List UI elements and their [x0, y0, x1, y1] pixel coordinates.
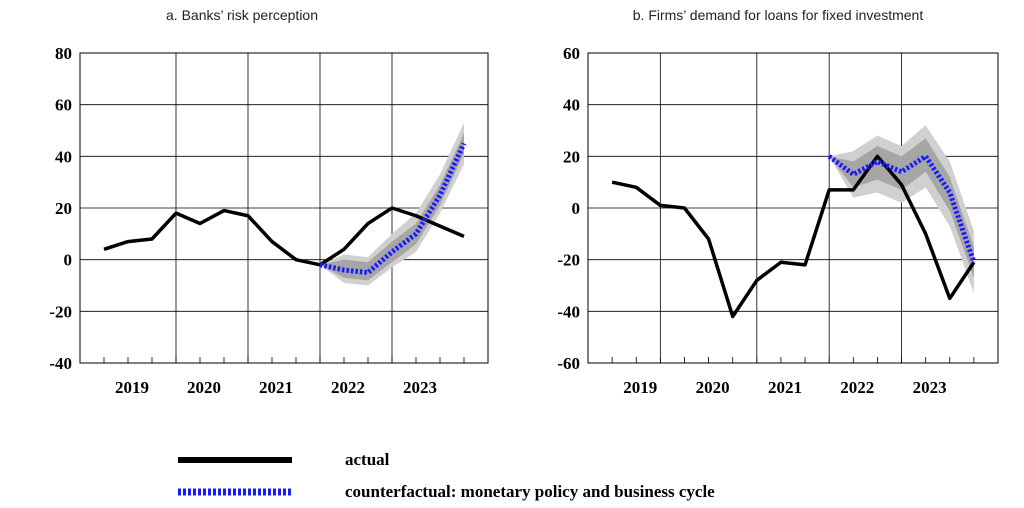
panel-b-ytick-label: -40: [557, 302, 580, 321]
panel-b-ytick-label: 40: [563, 96, 580, 115]
panel-a-ytick-label: 40: [55, 147, 72, 166]
panel-b-ytick-label: 20: [563, 147, 580, 166]
panel-b-xtick-label: 2023: [913, 378, 947, 397]
panel-b-title: b. Firms’ demand for loans for fixed inv…: [633, 7, 924, 23]
panel-a-ytick-label: -40: [49, 354, 72, 373]
panel-b-actual-line: [611, 154, 976, 319]
panel-a-chart: a. Banks’ risk perception -40 -20 0 20 40 60 8…: [49, 7, 489, 397]
panel-b-chart: b. Firms’ demand for loans for fixed inv…: [557, 7, 999, 397]
panel-a-xtick-label: 2023: [403, 378, 437, 397]
panel-a-counterfactual-line: [319, 142, 467, 276]
panel-b-ytick-label: -20: [557, 251, 580, 270]
panel-a-ytick-label: 60: [55, 96, 72, 115]
legend-actual-label: actual: [345, 450, 390, 469]
panel-a-xtick-label: 2021: [259, 378, 293, 397]
panel-a-xtick-label: 2022: [331, 378, 365, 397]
panel-a-ytick-label: 0: [64, 251, 73, 270]
panel-a-xtick-label: 2020: [187, 378, 221, 397]
panel-a-ytick-label: -20: [49, 302, 72, 321]
panel-b-xtick-label: 2021: [768, 378, 802, 397]
panel-a-ytick-label: 20: [55, 199, 72, 218]
panel-a-title: a. Banks’ risk perception: [166, 7, 318, 23]
panel-b-ytick-label: 0: [572, 199, 581, 218]
panel-a-xtick-label: 2019: [115, 378, 149, 397]
panel-a-ytick-label: 80: [55, 44, 72, 63]
legend: actual counterfactual: monetary policy a…: [178, 450, 715, 501]
panel-b-xtick-label: 2019: [623, 378, 657, 397]
panel-a-plot-area: -40 -20 0 20 40 60 80 2019 2020 2021 2022 2023: [49, 44, 489, 397]
panel-a-actual-line: [103, 206, 465, 267]
panel-b-plot-area: -60 -40 -20 0 20 40 60 2019 2020 2021 2022 2023: [557, 44, 999, 397]
panel-b-xtick-label: 2022: [840, 378, 874, 397]
legend-counterfactual-label: counterfactual: monetary policy and busi…: [345, 482, 715, 501]
panel-b-xtick-label: 2020: [696, 378, 730, 397]
panel-b-ytick-label: -60: [557, 354, 580, 373]
panel-b-ytick-label: 60: [563, 44, 580, 63]
